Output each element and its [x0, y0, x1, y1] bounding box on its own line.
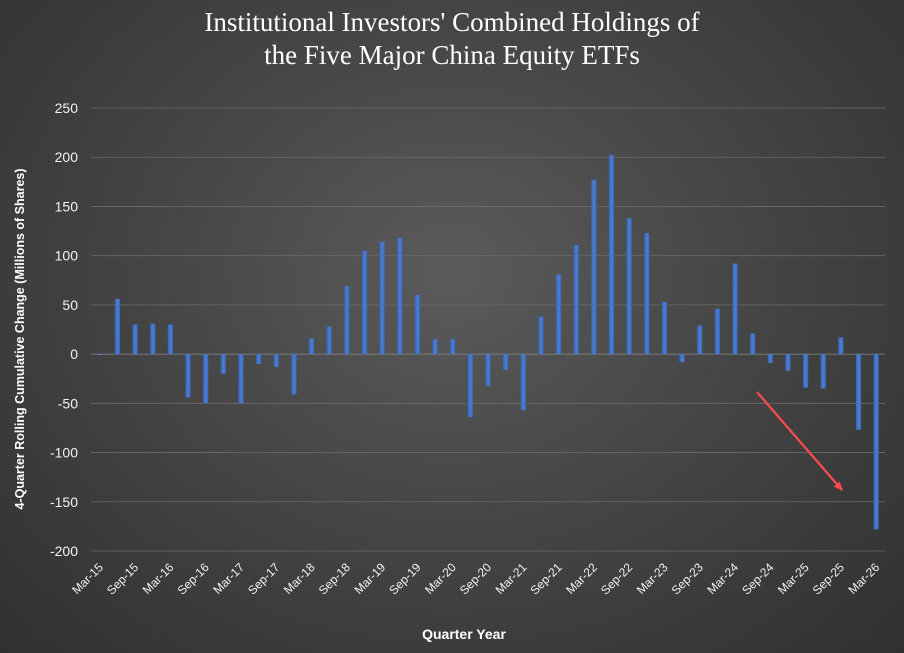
bar-Dec-19 [432, 339, 438, 355]
x-tick-label: Mar-20 [422, 560, 459, 597]
bar-Sep-25 [838, 337, 844, 355]
chart-title-line-1: Institutional Investors' Combined Holdin… [204, 7, 700, 37]
bar-Sep-15 [132, 324, 138, 355]
bar-Dec-16 [220, 354, 226, 374]
bar-Sep-18 [344, 286, 350, 355]
y-tick-label: 200 [55, 149, 79, 165]
x-tick-label: Mar-22 [563, 560, 600, 597]
bar-Sep-22 [626, 218, 632, 355]
x-tick-label: Mar-21 [493, 560, 530, 597]
y-tick-label: -100 [50, 445, 78, 461]
x-tick-label: Mar-17 [210, 560, 247, 597]
bar-Mar-21 [520, 354, 526, 411]
x-tick-label: Sep-17 [245, 560, 282, 597]
y-tick-label: -150 [50, 494, 78, 510]
bar-Sep-16 [203, 354, 209, 404]
bar-Dec-23 [714, 308, 720, 355]
y-tick-label: -200 [50, 543, 78, 559]
y-axis-label: 4-Quarter Rolling Cumulative Change (Mil… [13, 168, 27, 509]
bar-Mar-25 [803, 354, 809, 388]
y-tick-label: 100 [55, 248, 79, 264]
x-tick-label: Sep-23 [669, 560, 706, 597]
chart-title: Institutional Investors' Combined Holdin… [0, 6, 904, 72]
bar-Dec-22 [644, 233, 650, 355]
bar-Jun-16 [185, 354, 191, 398]
bar-Dec-21 [573, 244, 579, 355]
bar-Dec-18 [361, 250, 368, 355]
x-tick-label: Sep-18 [316, 560, 353, 597]
chart-title-line-2: the Five Major China Equity ETFs [264, 40, 640, 70]
x-tick-label: Mar-26 [846, 560, 883, 597]
x-tick-label: Sep-24 [739, 560, 776, 597]
x-tick-label: Mar-18 [281, 560, 318, 597]
x-tick-label: Sep-15 [104, 560, 141, 597]
y-tick-label: -50 [58, 395, 78, 411]
bar-Dec-24 [785, 354, 791, 371]
y-tick-label: 250 [55, 100, 79, 116]
x-tick-label: Sep-25 [810, 560, 847, 597]
bar-Dec-20 [503, 354, 509, 370]
bar-Jun-17 [256, 354, 262, 364]
bar-Mar-26 [873, 354, 879, 530]
bar-Dec-25 [855, 354, 862, 430]
x-tick-label: Mar-16 [140, 560, 177, 597]
bars [97, 155, 879, 530]
grid-lines [91, 107, 885, 552]
bar-Mar-22 [591, 179, 597, 355]
y-tick-label: 0 [70, 346, 78, 362]
bar-Mar-24 [732, 263, 738, 355]
x-tick-label: Sep-21 [527, 560, 564, 597]
bar-Mar-15 [97, 354, 103, 356]
y-tick-label: 50 [62, 297, 78, 313]
bar-Sep-20 [485, 354, 491, 386]
bar-Sep-24 [767, 354, 773, 363]
bar-Jun-21 [538, 316, 544, 355]
bar-Jun-24 [750, 333, 756, 355]
bar-Jun-15 [114, 298, 121, 355]
x-tick-label: Mar-23 [634, 560, 671, 597]
bar-Mar-19 [379, 241, 385, 355]
bar-Sep-23 [697, 325, 703, 355]
annotation-arrow [756, 391, 843, 491]
x-tick-label: Mar-24 [704, 560, 741, 597]
bar-Sep-19 [414, 295, 421, 355]
bar-Sep-21 [555, 274, 562, 355]
bar-Dec-15 [150, 323, 156, 355]
x-tick-label: Mar-15 [69, 560, 106, 597]
y-axis-ticks: 250 200 150 100 50 0 -50 -100 -150 -200 [50, 100, 78, 559]
bar-Jun-20 [467, 354, 473, 418]
bar-Jun-18 [326, 326, 332, 355]
bar-Sep-17 [273, 354, 279, 367]
x-axis-label: Quarter Year [422, 626, 506, 642]
bar-Mar-20 [450, 339, 456, 355]
x-tick-label: Sep-22 [598, 560, 635, 597]
x-tick-label: Mar-19 [351, 560, 388, 597]
bar-Mar-17 [238, 354, 244, 404]
bar-Mar-18 [308, 338, 315, 355]
bar-Mar-23 [661, 301, 668, 355]
x-tick-label: Mar-25 [775, 560, 812, 597]
bar-Jun-23 [679, 354, 685, 362]
x-tick-label: Sep-16 [175, 560, 212, 597]
x-tick-label: Sep-19 [386, 560, 423, 597]
bar-Jun-22 [608, 155, 615, 355]
bar-Dec-17 [291, 354, 297, 395]
bar-Jun-25 [820, 354, 826, 389]
y-tick-label: 150 [55, 198, 79, 214]
bar-Mar-16 [167, 324, 173, 355]
x-axis-ticks: Mar-15Sep-15Mar-16Sep-16Mar-17Sep-17Mar-… [69, 560, 882, 597]
x-tick-label: Sep-20 [457, 560, 494, 597]
bar-Jun-19 [397, 237, 403, 355]
